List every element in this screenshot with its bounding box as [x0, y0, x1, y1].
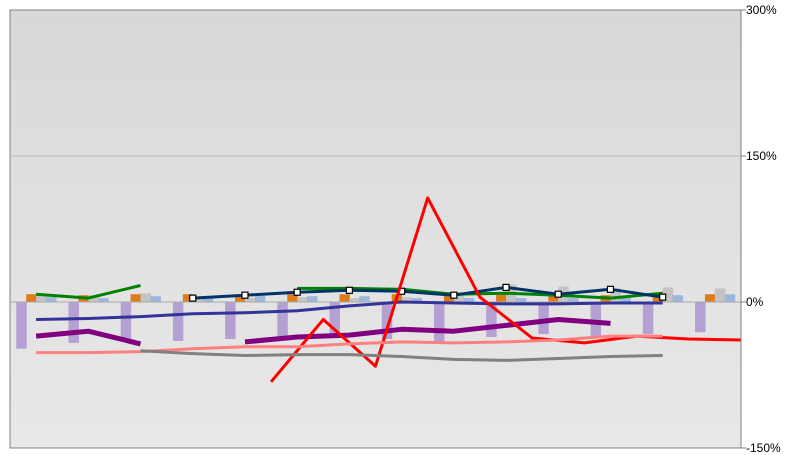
bar-s0-c6	[329, 302, 340, 335]
bar-s3-c10	[568, 298, 579, 302]
marker-s1-p5	[293, 288, 301, 296]
plot-area	[9, 9, 742, 449]
bar-s1-c8	[443, 293, 455, 302]
bar-s0-c9	[486, 302, 497, 338]
bar-s1-c5	[287, 294, 298, 302]
bar-s2-c5	[297, 297, 308, 302]
bar-s1-c3	[182, 294, 194, 302]
series-line-2-seg-0	[36, 300, 663, 321]
bar-s2-c11	[610, 288, 621, 302]
marker-s1-p8	[450, 291, 458, 299]
bar-s3-c1	[98, 298, 109, 302]
bar-s2-c3	[192, 297, 204, 302]
bar-s2-c2	[140, 293, 151, 302]
bar-s0-c8	[433, 302, 445, 342]
bar-s3-c8	[463, 298, 475, 302]
marker-s1-p4	[241, 291, 249, 299]
bar-s3-c11	[620, 298, 631, 302]
bar-s2-c8	[453, 292, 465, 302]
marker-s1-p10	[554, 290, 562, 298]
marker-s1-p12	[659, 293, 667, 301]
bar-s1-c4	[235, 295, 246, 302]
series-line-3-seg-1	[244, 317, 611, 345]
marker-s1-p3	[189, 294, 197, 302]
bar-s0-c12	[642, 302, 654, 335]
bar-s0-c1	[68, 302, 79, 343]
bar-s0-c13	[695, 302, 706, 333]
bar-s1-c9	[496, 294, 507, 302]
y-tick-label-3: -150%	[746, 441, 781, 455]
bar-s3-c6	[359, 296, 370, 302]
bar-s1-c0	[26, 294, 37, 302]
series-line-6-seg-0	[140, 349, 663, 362]
bar-s2-c7	[401, 297, 413, 302]
bar-s3-c12	[672, 295, 684, 302]
bar-s0-c3	[172, 302, 184, 341]
y-tick-label-0: 300%	[746, 3, 777, 17]
series-line-0-seg-0	[35, 284, 141, 300]
bar-s0-c11	[590, 302, 602, 337]
y-tick-label-1: 150%	[746, 149, 777, 163]
bar-s3-c13	[724, 294, 736, 302]
marker-s1-p11	[606, 285, 615, 293]
marker-s1-p6	[345, 286, 353, 294]
bar-s2-c13	[714, 288, 726, 302]
bar-s0-c10	[538, 302, 549, 335]
bar-s2-c6	[349, 298, 360, 302]
marker-s1-p9	[502, 283, 510, 291]
bar-s0-c7	[381, 302, 393, 339]
bar-s3-c7	[411, 298, 422, 302]
bar-s3-c0	[46, 297, 57, 302]
series-line-3-seg-0	[35, 328, 142, 347]
bar-s0-c4	[225, 302, 236, 339]
y-tick-labels: 300% 150% 0% -150%	[746, 3, 781, 455]
bar-s3-c9	[515, 298, 527, 302]
bar-s2-c12	[662, 287, 674, 302]
bar-s2-c1	[88, 295, 99, 302]
bar-s1-c2	[130, 294, 142, 302]
bar-s3-c2	[150, 296, 161, 302]
y-axis	[740, 9, 746, 449]
line-series-group	[35, 196, 742, 383]
bar-s2-c0	[36, 296, 47, 302]
series-line-0-seg-1	[297, 286, 663, 300]
bar-s3-c5	[307, 296, 318, 302]
bar-series-group	[16, 284, 736, 349]
bar-s0-c2	[120, 302, 132, 339]
bar-s0-c0	[16, 302, 27, 349]
bar-s0-c5	[277, 302, 288, 337]
bar-s1-c12	[652, 295, 664, 302]
bar-s2-c4	[244, 298, 256, 302]
y-tick-label-2: 0%	[746, 295, 764, 309]
series-line-1-seg-0	[192, 285, 663, 300]
bar-s1-c13	[704, 294, 716, 302]
bar-s1-c10	[548, 294, 559, 302]
bar-s3-c4	[254, 296, 266, 302]
bar-s1-c6	[339, 294, 350, 302]
bar-s3-c3	[202, 298, 214, 302]
